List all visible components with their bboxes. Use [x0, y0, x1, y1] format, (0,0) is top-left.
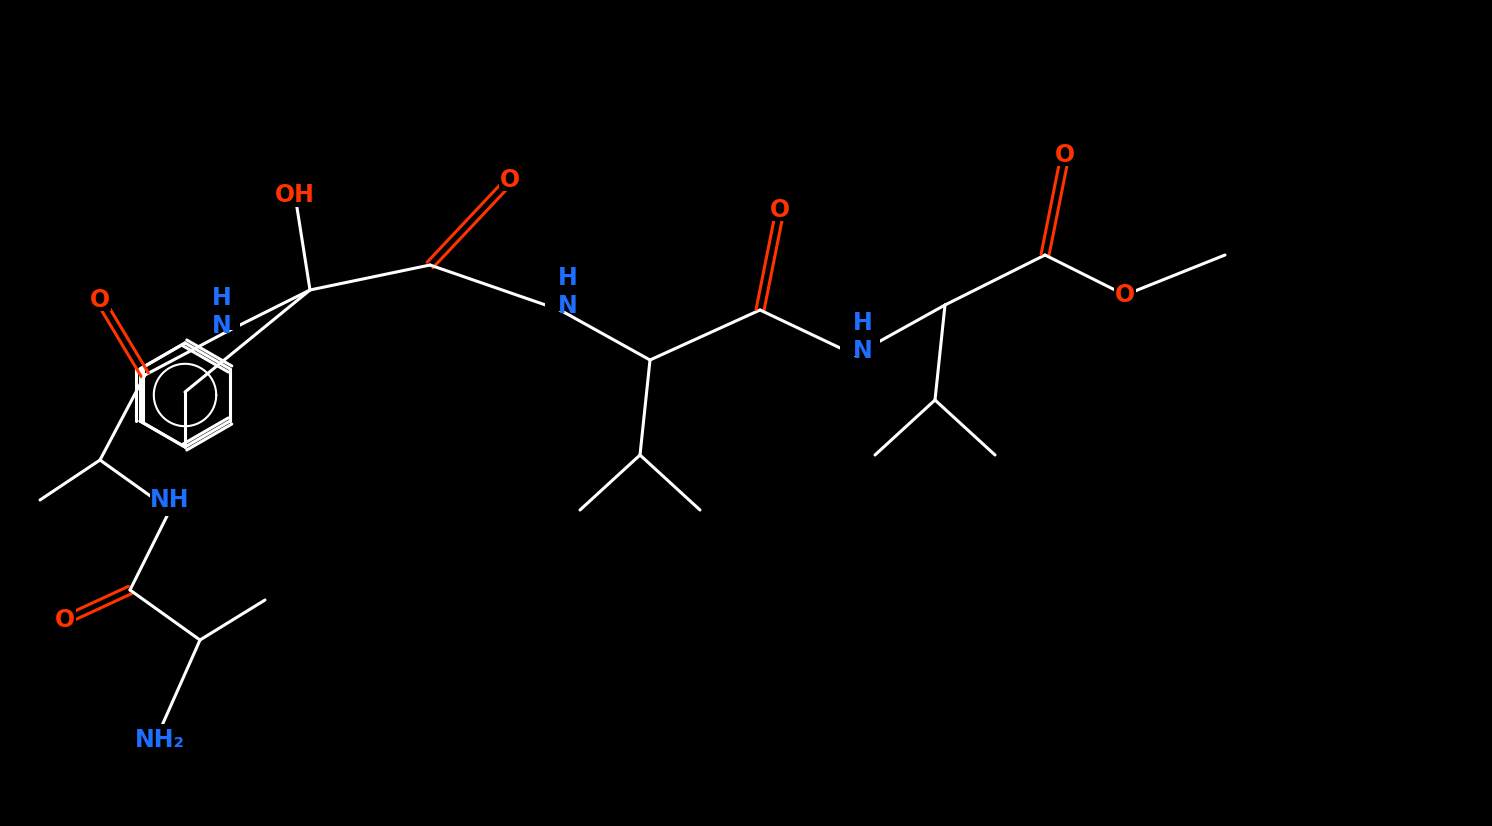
Text: NH₂: NH₂ — [136, 728, 185, 752]
Text: O: O — [500, 168, 521, 192]
Text: O: O — [770, 198, 791, 222]
FancyBboxPatch shape — [137, 724, 182, 752]
FancyBboxPatch shape — [840, 324, 880, 356]
FancyBboxPatch shape — [768, 199, 791, 221]
Text: NH: NH — [151, 488, 189, 512]
Text: H
N: H N — [558, 266, 577, 318]
FancyBboxPatch shape — [545, 279, 585, 311]
Text: H
N: H N — [853, 311, 873, 363]
Text: O: O — [1115, 283, 1135, 307]
Text: OH: OH — [275, 183, 315, 207]
FancyBboxPatch shape — [54, 609, 76, 631]
Text: O: O — [1055, 143, 1076, 167]
Text: H
N: H N — [212, 286, 231, 338]
Text: O: O — [90, 288, 110, 312]
FancyBboxPatch shape — [151, 488, 189, 516]
FancyBboxPatch shape — [1053, 144, 1076, 166]
FancyBboxPatch shape — [276, 183, 313, 207]
FancyBboxPatch shape — [498, 169, 521, 191]
Text: O: O — [55, 608, 75, 632]
FancyBboxPatch shape — [200, 300, 240, 330]
FancyBboxPatch shape — [90, 289, 110, 311]
FancyBboxPatch shape — [1115, 284, 1135, 306]
